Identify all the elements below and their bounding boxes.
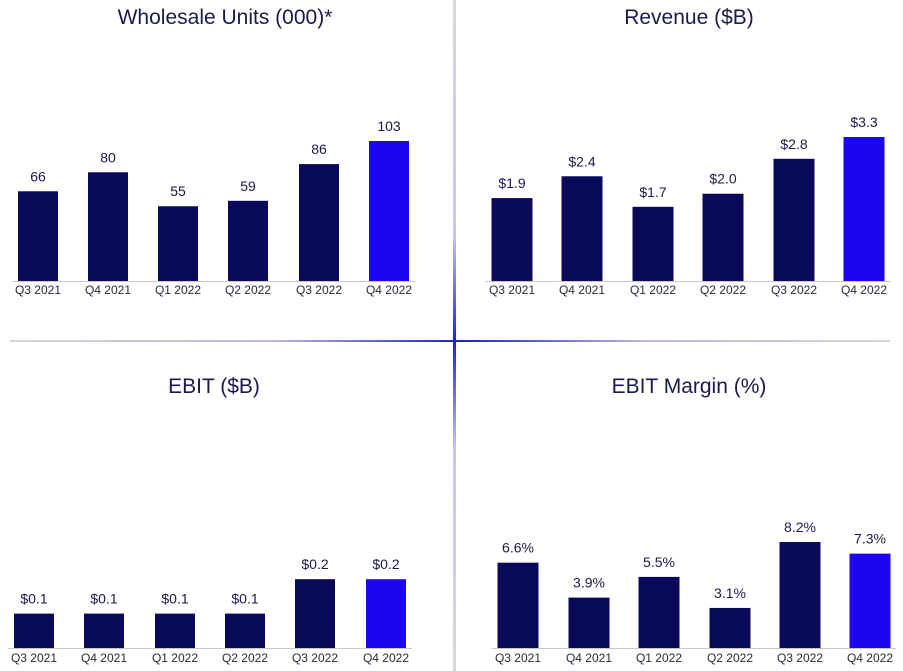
data-label: 66 <box>30 168 46 184</box>
data-label: 86 <box>311 141 327 157</box>
data-label: 7.3% <box>854 531 886 547</box>
data-label: $0.1 <box>90 591 117 607</box>
bar-q4-2021 <box>568 597 610 648</box>
bar-q3-2022 <box>779 542 821 648</box>
data-label: $2.0 <box>709 171 736 187</box>
data-label: 3.9% <box>573 575 605 591</box>
ebit-chart: EBIT ($B) $0.1 Q3 2021 $0.1 Q4 2021 $0.1 Q1 2… <box>0 0 450 671</box>
x-tick-label: Q3 2021 <box>15 283 61 297</box>
data-label: 103 <box>377 118 401 134</box>
data-label: $0.1 <box>20 591 47 607</box>
data-label: $0.1 <box>231 591 258 607</box>
x-tick-label: Q4 2021 <box>559 283 605 297</box>
bar-q4-2022 <box>843 137 885 281</box>
x-tick-label: Q1 2022 <box>152 651 198 665</box>
x-tick-label: Q2 2022 <box>222 651 268 665</box>
data-label: 8.2% <box>784 519 816 535</box>
bar-q3-2021 <box>18 191 58 281</box>
x-tick-label: Q4 2022 <box>847 651 893 665</box>
data-label: $2.4 <box>568 153 595 169</box>
wholesale-units-chart: Wholesale Units (000)* 66 Q3 2021 80 Q4 202… <box>0 0 450 340</box>
chart-title: EBIT Margin (%) <box>611 375 767 398</box>
bar-q1-2022 <box>632 206 674 281</box>
x-tick-label: Q3 2022 <box>292 651 338 665</box>
x-tick-label: Q4 2022 <box>363 651 409 665</box>
bar-plot: $0.1 Q3 2021 $0.1 Q4 2021 $0.1 Q1 2022 $0.1 Q2 … <box>8 556 412 665</box>
x-tick-label: Q1 2022 <box>630 283 676 297</box>
bar-q3-2021 <box>491 198 533 281</box>
bar-q4-2022 <box>366 579 406 648</box>
x-tick-label: Q2 2022 <box>225 283 271 297</box>
x-tick-label: Q4 2022 <box>841 283 887 297</box>
bar-q3-2022 <box>299 164 339 281</box>
data-label: 59 <box>240 178 256 194</box>
bar-q4-2021 <box>84 613 124 648</box>
bar-q2-2022 <box>225 613 265 648</box>
x-tick-label: Q3 2022 <box>296 283 342 297</box>
bar-q2-2022 <box>709 607 751 648</box>
bar-plot: $1.9 Q3 2021 $2.4 Q4 2021 $1.7 Q1 2022 $2.0 Q2 … <box>485 114 891 297</box>
x-tick-label: Q3 2022 <box>777 651 823 665</box>
bar-q4-2022 <box>369 141 409 281</box>
x-tick-label: Q2 2022 <box>700 283 746 297</box>
x-tick-label: Q3 2021 <box>11 651 57 665</box>
data-label: $0.2 <box>301 556 328 572</box>
x-tick-label: Q3 2021 <box>489 283 535 297</box>
data-label: $0.1 <box>161 591 188 607</box>
revenue-chart: Revenue ($B) $1.9 Q3 2021 $2.4 Q4 2021 $1.7 Q… <box>485 6 891 297</box>
data-label: $0.2 <box>372 556 399 572</box>
chart-title: Revenue ($B) <box>624 6 754 29</box>
x-tick-label: Q4 2021 <box>81 651 127 665</box>
bar-q4-2021 <box>561 176 603 281</box>
vertical-divider <box>453 0 456 671</box>
bar-q3-2021 <box>14 613 54 648</box>
bar-q2-2022 <box>702 193 744 281</box>
data-label: $1.7 <box>639 184 666 200</box>
x-tick-label: Q1 2022 <box>155 283 201 297</box>
data-label: 55 <box>170 183 186 199</box>
bar-q3-2022 <box>773 158 815 281</box>
data-label: $2.8 <box>780 136 807 152</box>
x-tick-label: Q4 2022 <box>366 283 412 297</box>
x-tick-label: Q3 2021 <box>495 651 541 665</box>
data-label: 80 <box>100 149 116 165</box>
data-label: $3.3 <box>850 114 877 130</box>
x-tick-label: Q2 2022 <box>707 651 753 665</box>
bar-q4-2022 <box>849 553 891 648</box>
chart-title: EBIT ($B) <box>168 375 260 398</box>
x-tick-label: Q4 2021 <box>85 283 131 297</box>
bar-plot: 66 Q3 2021 80 Q4 2021 55 Q1 2022 59 Q2 2022 86 Q3… <box>12 118 415 297</box>
data-label: 5.5% <box>643 554 675 570</box>
data-label: 6.6% <box>502 540 534 556</box>
bar-q1-2022 <box>155 613 195 648</box>
bar-q1-2022 <box>158 206 198 281</box>
horizontal-divider <box>10 340 890 342</box>
data-label: $1.9 <box>498 175 525 191</box>
x-tick-label: Q1 2022 <box>636 651 682 665</box>
bar-q3-2022 <box>295 579 335 648</box>
bar-q2-2022 <box>228 200 268 281</box>
x-tick-label: Q4 2021 <box>566 651 612 665</box>
bar-q1-2022 <box>638 576 680 648</box>
data-label: 3.1% <box>714 585 746 601</box>
bar-q3-2021 <box>497 562 539 648</box>
x-tick-label: Q3 2022 <box>771 283 817 297</box>
bar-q4-2021 <box>88 172 128 281</box>
chart-title: Wholesale Units (000)* <box>117 6 333 29</box>
